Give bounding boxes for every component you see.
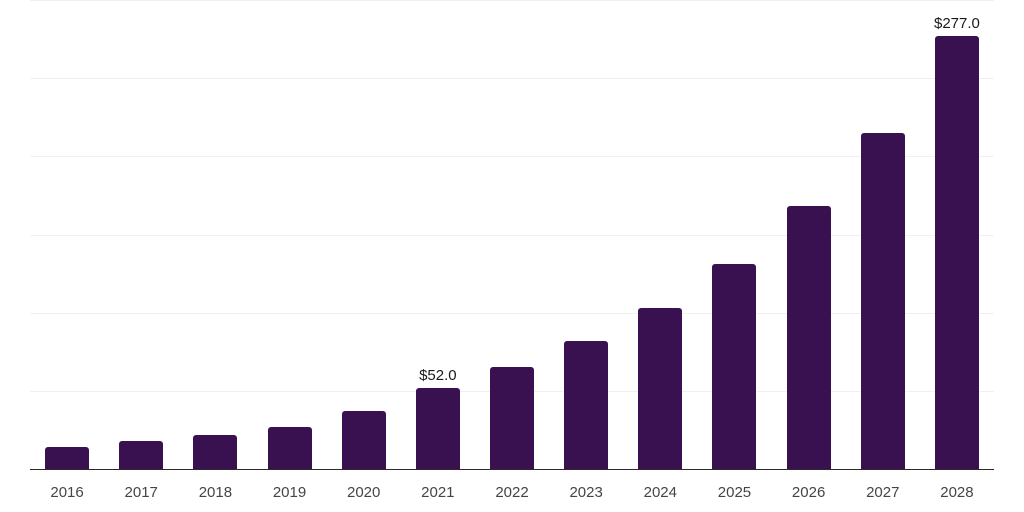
- x-tick-label: 2018: [198, 484, 233, 501]
- x-tick-label: 2028: [940, 484, 974, 501]
- gridline: [30, 0, 994, 1]
- bar: [490, 367, 534, 469]
- x-tick-label: 2020: [347, 484, 381, 501]
- gridline: [30, 78, 994, 80]
- x-tick-label: 2022: [495, 484, 529, 501]
- x-tick-label: 2019: [272, 484, 307, 501]
- bar: [119, 440, 164, 469]
- gridline: [30, 312, 994, 314]
- bar: [415, 387, 460, 469]
- bar: [786, 206, 831, 469]
- value-label: $52.0: [419, 366, 457, 384]
- bar: [564, 340, 609, 469]
- x-tick-label: 2023: [569, 484, 603, 501]
- x-tick-label: 2021: [421, 484, 455, 501]
- gridline: [30, 234, 994, 236]
- bar: [934, 35, 979, 469]
- x-tick-label: 2026: [791, 484, 826, 501]
- bar: [860, 132, 905, 469]
- x-tick-label: 2025: [717, 484, 752, 501]
- x-tick-label: 2024: [643, 484, 677, 501]
- bar: [45, 447, 90, 469]
- x-tick-label: 2016: [50, 484, 84, 501]
- gridline: [30, 156, 994, 158]
- bar: [638, 307, 683, 469]
- bar: [193, 434, 238, 469]
- bar: [341, 411, 386, 469]
- bar: [712, 264, 757, 469]
- x-tick-label: 2027: [866, 484, 900, 501]
- value-label: $277.0: [933, 14, 980, 32]
- bar: [267, 426, 312, 469]
- plot-area: $52.0 $277.0: [30, 0, 994, 470]
- x-tick-label: 2017: [124, 484, 158, 501]
